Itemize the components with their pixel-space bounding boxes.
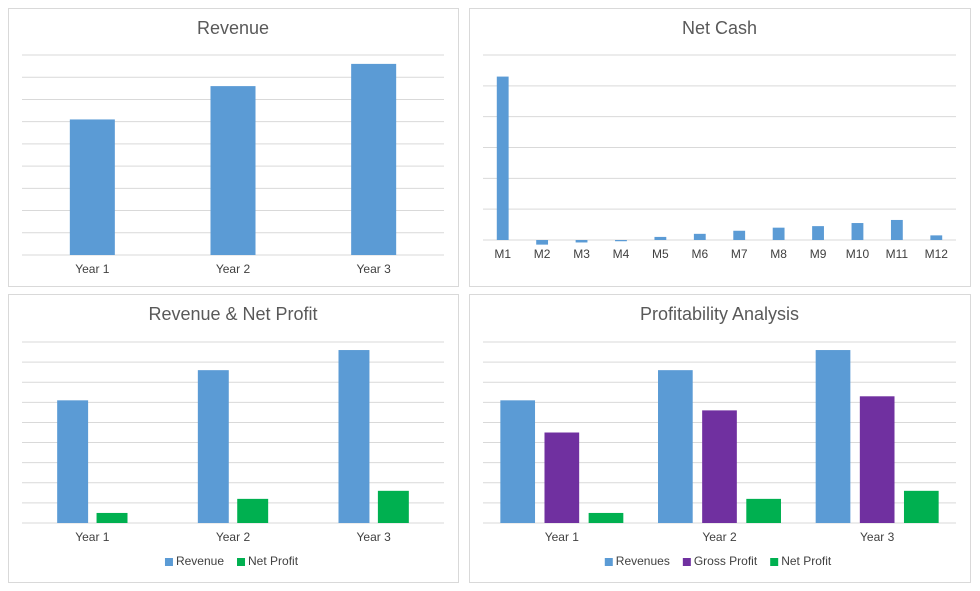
bar — [500, 400, 536, 523]
x-tick-label: Year 2 — [702, 530, 737, 544]
x-tick-label: M12 — [925, 247, 949, 261]
x-tick-label: Year 3 — [860, 530, 895, 544]
x-tick-label: Year 2 — [216, 262, 251, 276]
bar — [197, 370, 229, 523]
legend-swatch — [682, 558, 691, 566]
x-tick-label: M6 — [691, 247, 708, 261]
x-tick-label: Year 1 — [75, 530, 110, 544]
bar — [654, 236, 667, 240]
bar — [536, 240, 549, 245]
x-tick-label: Year 3 — [357, 262, 392, 276]
chart-panel: Revenue Year 1 Year 2 Year 3 — [8, 8, 459, 287]
x-tick-label: Year 2 — [216, 530, 251, 544]
chart-panel: Net Cash M1 M2 M3 M4 M5 M6 M7 M8 M9 M10 M11 M12 — [469, 8, 971, 287]
bar — [496, 76, 509, 240]
legend-label: Gross Profit — [694, 554, 758, 568]
legend-label: Net Profit — [781, 554, 832, 568]
chart-title: Net Cash — [682, 18, 757, 38]
bar — [96, 512, 128, 523]
x-tick-label: M3 — [573, 247, 590, 261]
bar — [658, 370, 693, 523]
legend-swatch — [604, 558, 613, 566]
legend-label: Revenue — [176, 554, 224, 568]
bar — [351, 63, 397, 256]
bar — [815, 350, 851, 523]
x-tick-label: M11 — [886, 247, 909, 261]
legend-label: Net Profit — [248, 554, 299, 568]
x-tick-label: Year 1 — [545, 530, 580, 544]
legend-swatch — [237, 558, 246, 566]
x-tick-label: M10 — [846, 247, 870, 261]
x-tick-label: M7 — [731, 247, 748, 261]
bar — [588, 512, 624, 523]
bar — [733, 230, 746, 240]
legend-swatch — [164, 558, 173, 566]
x-tick-label: Year 3 — [357, 530, 392, 544]
bar — [210, 86, 256, 255]
x-tick-label: M4 — [613, 247, 630, 261]
bar — [69, 119, 115, 255]
bar — [772, 227, 785, 240]
bar — [812, 226, 824, 240]
legend-label: Revenues — [616, 554, 670, 568]
bar — [575, 240, 588, 243]
x-tick-label: M8 — [770, 247, 787, 261]
legend-swatch — [770, 558, 779, 566]
x-tick-label: M5 — [652, 247, 669, 261]
x-tick-label: M9 — [810, 247, 827, 261]
bar — [544, 432, 580, 523]
chart-title: Revenue & Net Profit — [148, 304, 317, 324]
x-tick-label: Year 1 — [75, 262, 110, 276]
chart-panel: Profitability Analysis Year 1 Year 2 Year 3… — [469, 294, 971, 583]
chart-panel: Revenue & Net Profit Year 1 Year 2 Year 3 Re… — [8, 294, 459, 583]
bar — [615, 240, 627, 242]
chart-title: Profitability Analysis — [640, 304, 799, 324]
bar — [57, 400, 89, 523]
chart-title: Revenue — [197, 18, 269, 38]
bar — [851, 223, 864, 240]
bar — [746, 498, 781, 523]
x-tick-label: M2 — [534, 247, 551, 261]
x-tick-label: M1 — [494, 247, 511, 261]
bar — [903, 490, 939, 523]
bar — [377, 490, 409, 523]
bar — [338, 350, 370, 523]
bar — [930, 235, 943, 240]
bar — [859, 396, 895, 523]
bar — [702, 410, 737, 523]
bar — [890, 219, 903, 240]
bar — [237, 498, 269, 523]
bar — [693, 233, 706, 240]
